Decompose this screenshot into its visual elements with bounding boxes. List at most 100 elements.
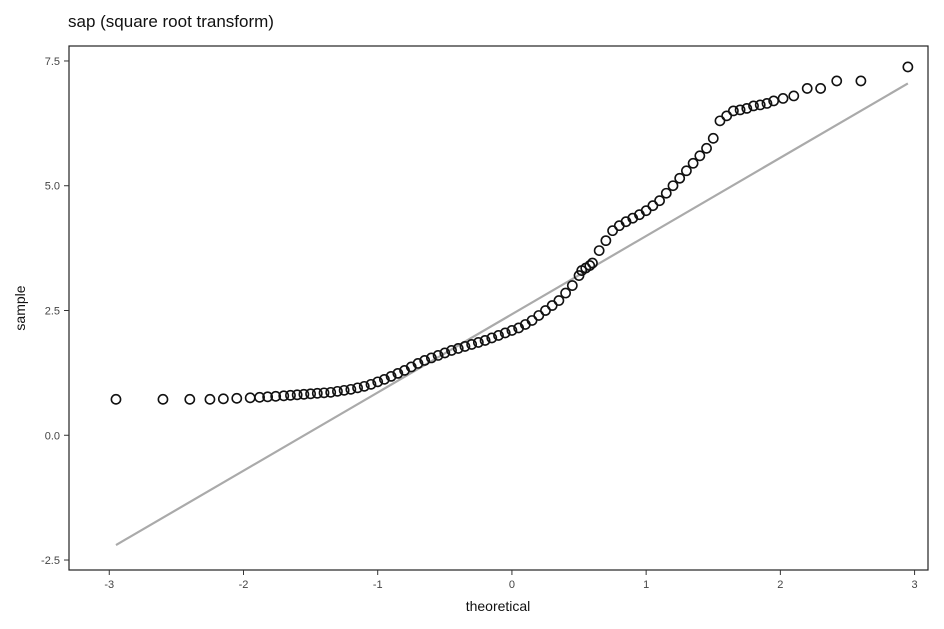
data-point	[566, 280, 578, 291]
data-point	[714, 115, 726, 127]
y-tick-label: 5.0	[45, 181, 60, 193]
data-point	[600, 235, 612, 247]
data-point	[667, 180, 679, 192]
data-point	[734, 104, 746, 116]
reference-line-group	[115, 82, 909, 546]
data-point	[741, 102, 753, 114]
data-point	[701, 142, 712, 154]
data-point	[466, 339, 478, 350]
data-point	[777, 93, 789, 104]
data-point	[533, 310, 545, 321]
data-point	[654, 195, 665, 207]
data-point	[831, 75, 843, 87]
y-tick-label: 2.5	[45, 305, 60, 317]
data-point	[761, 97, 773, 109]
data-point	[815, 83, 827, 94]
data-point	[254, 391, 265, 403]
data-point	[640, 205, 652, 217]
data-point	[801, 83, 813, 94]
x-axis: -3 -2 -1 0 1 2 3	[104, 570, 918, 591]
data-point	[647, 200, 659, 212]
data-point	[372, 376, 384, 388]
data-point	[506, 325, 518, 336]
y-tick-label: 0.0	[45, 430, 60, 442]
data-point	[472, 337, 484, 348]
data-point	[593, 245, 605, 257]
data-point	[459, 341, 471, 352]
data-point	[305, 388, 316, 400]
data-point	[419, 354, 431, 366]
data-point	[278, 390, 290, 402]
data-point	[379, 373, 390, 385]
data-point	[584, 260, 596, 271]
data-point	[607, 225, 618, 237]
x-tick-label: -1	[373, 579, 383, 591]
data-point	[499, 327, 511, 339]
data-point	[318, 387, 330, 399]
data-point	[345, 383, 357, 395]
data-point	[325, 386, 337, 398]
data-point	[674, 172, 686, 184]
data-point	[365, 378, 377, 390]
data-point	[721, 110, 733, 122]
data-point	[311, 387, 323, 399]
data-point	[707, 132, 719, 144]
data-point	[660, 187, 672, 199]
data-point	[687, 157, 699, 169]
data-point	[412, 357, 424, 369]
y-axis-label: sample	[12, 285, 28, 330]
data-point	[432, 350, 444, 361]
x-tick-label: -3	[104, 579, 114, 591]
data-point	[439, 347, 451, 359]
data-points	[110, 61, 914, 405]
data-point	[446, 345, 457, 356]
data-point	[902, 61, 914, 73]
data-point	[560, 287, 572, 299]
data-point	[392, 367, 404, 379]
x-tick-label: 0	[509, 579, 515, 591]
x-tick-label: 2	[777, 579, 783, 591]
x-tick-label: -2	[239, 579, 249, 591]
data-point	[425, 352, 437, 364]
y-tick-label: -2.5	[41, 555, 60, 567]
data-point	[493, 330, 504, 341]
data-point	[526, 315, 538, 326]
data-point	[452, 343, 464, 354]
y-axis: -2.5 0.0 2.5 5.0 7.5	[41, 56, 69, 567]
data-point	[754, 99, 766, 111]
data-point	[540, 305, 551, 316]
plot-panel	[68, 45, 929, 571]
data-point	[385, 370, 397, 382]
data-point	[270, 390, 282, 402]
data-point	[184, 393, 196, 405]
data-point	[553, 295, 565, 306]
data-point	[291, 389, 303, 401]
data-point	[352, 382, 363, 394]
data-point	[110, 393, 122, 405]
data-point	[788, 90, 800, 102]
data-point	[338, 384, 350, 396]
data-point	[748, 100, 759, 112]
data-point	[244, 392, 256, 404]
data-point	[768, 95, 780, 107]
data-point	[298, 388, 310, 400]
x-tick-label: 1	[643, 579, 649, 591]
data-point	[486, 332, 498, 344]
data-point	[231, 392, 243, 404]
data-point	[262, 391, 274, 403]
data-point	[285, 389, 296, 401]
data-point	[727, 105, 739, 117]
data-point	[157, 393, 169, 405]
data-point	[479, 335, 491, 346]
data-point	[855, 75, 867, 87]
x-axis-label: theoretical	[466, 598, 531, 614]
data-point	[332, 385, 343, 397]
data-point	[546, 300, 558, 311]
y-tick-label: 7.5	[45, 56, 60, 68]
data-point	[204, 393, 216, 405]
data-point	[694, 150, 706, 162]
data-point	[681, 165, 692, 177]
data-point	[358, 380, 370, 392]
reference-line	[115, 82, 909, 546]
